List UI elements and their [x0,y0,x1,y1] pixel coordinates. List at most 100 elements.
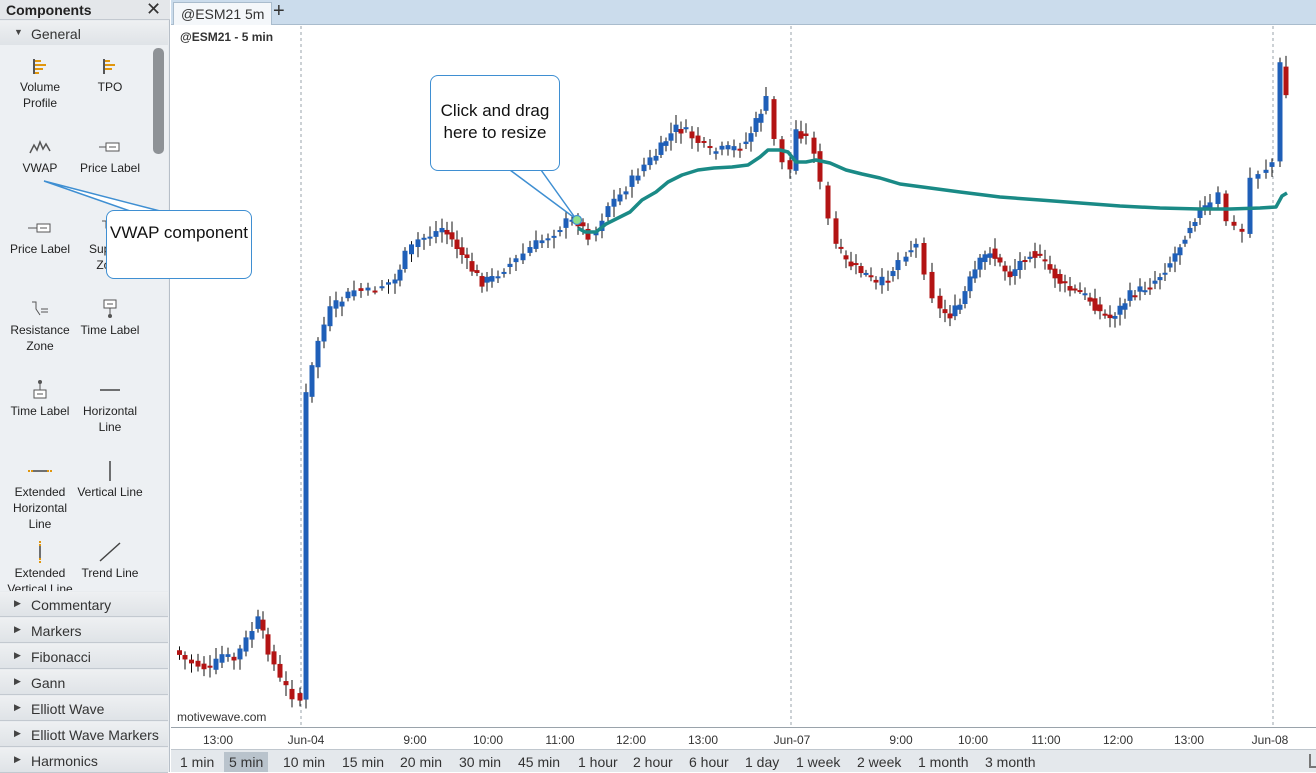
tool-time-label-up[interactable]: Time Label [5,377,75,419]
period-1-min[interactable]: 1 min [180,754,215,770]
tool-time-label[interactable]: Time Label [75,296,145,338]
candle [421,233,427,250]
vwap-icon [5,134,75,160]
period-1-week[interactable]: 1 week [796,754,841,770]
collapsed-triangle-icon: ▶ [14,676,21,686]
candle [265,627,271,662]
period-2-hour[interactable]: 2 hour [633,754,673,770]
candle [1117,297,1123,326]
x-tick-label: 12:00 [615,733,647,747]
candle [1077,282,1083,295]
tool-label: Price Label [9,242,71,256]
candle [409,241,414,263]
candle [879,268,885,294]
section-commentary[interactable]: ▶ Commentary [0,592,168,617]
candle [908,240,914,257]
candle [182,651,188,670]
tool-resistance-zone[interactable]: Resistance Zone [5,296,75,354]
close-icon[interactable]: ✕ [146,0,162,19]
tool-extended-vertical-line[interactable]: Extended Vertical Line [5,539,75,591]
candle [1162,263,1168,281]
tool-price-label[interactable]: Price Label [75,134,145,176]
tool-volume-profile[interactable]: Volume Profile [5,53,75,111]
candle [798,120,804,144]
section-label: Gann [31,675,66,691]
period-45-min[interactable]: 45 min [518,754,561,770]
candle [635,168,641,184]
candle [737,142,743,158]
period-2-week[interactable]: 2 week [857,754,902,770]
candle [641,157,647,177]
candle [1017,252,1023,279]
bar-size-bar: 1 min 5 min 10 min 15 min 20 min 30 min 45 min… [171,749,1316,772]
period-30-min[interactable]: 30 min [459,754,502,770]
add-tab-icon[interactable]: + [273,0,285,22]
chart-tab-bar: @ESM21 5m + [171,0,1316,25]
tool-price-label-left[interactable]: Price Label [5,215,75,257]
tool-label: Horizontal Line [82,404,138,434]
section-label: Harmonics [31,753,98,769]
period-1-month[interactable]: 1 month [918,754,969,770]
candle [967,271,973,299]
tool-horizontal-line[interactable]: Horizontal Line [75,377,145,435]
candle [402,247,408,273]
candle [563,210,569,239]
section-label: General [31,26,81,42]
period-15-min[interactable]: 15 min [342,754,385,770]
candle [1042,249,1048,270]
section-elliott-wave[interactable]: ▶ Elliott Wave [0,696,168,721]
period-10-min[interactable]: 10 min [283,754,326,770]
candle [743,132,749,150]
vwap-line[interactable] [577,148,1288,234]
candle [386,279,391,294]
period-1-hour[interactable]: 1 hour [578,754,618,770]
candle [817,143,823,190]
tools-scrollbar[interactable] [153,48,164,154]
candle [658,135,664,158]
tool-label: VWAP [22,161,58,175]
price-chart[interactable]: @ESM21 - 5 min motivewave.com [171,26,1316,748]
resistance-zone-icon [5,296,75,322]
period-5-min[interactable]: 5 min [224,752,269,772]
candlestick-chart[interactable] [171,26,1316,727]
candle [719,141,725,156]
tool-label: Extended Horizontal Line [12,485,68,531]
section-markers[interactable]: ▶ Markers [0,618,168,643]
time-axis[interactable]: 13:00 Jun-04 9:00 10:00 11:00 12:00 13:00 Jun-0… [171,727,1316,749]
candle [379,280,385,291]
candle [365,282,371,296]
section-elliott-wave-markers[interactable]: ▶ Elliott Wave Markers [0,722,168,747]
period-1-day[interactable]: 1 day [745,754,780,770]
candle [358,282,364,298]
tool-vwap[interactable]: VWAP [5,134,75,176]
candle [962,286,968,309]
chart-corner-icon[interactable] [1309,754,1316,768]
chart-interval: - 5 min [231,30,274,44]
candle [707,139,713,155]
x-tick-label: 10:00 [472,733,504,747]
section-general[interactable]: ▼ General [0,21,168,46]
candle [339,296,345,317]
candle [1112,312,1118,328]
tool-extended-horizontal-line[interactable]: Extended Horizontal Line [5,458,75,532]
tpo-icon [75,53,145,79]
x-tick-label: Jun-08 [1251,733,1289,747]
tool-tpo[interactable]: TPO [75,53,145,95]
candle [758,109,764,132]
candle [725,141,731,156]
candle [982,250,988,270]
period-6-hour[interactable]: 6 hour [689,754,729,770]
tool-vertical-line[interactable]: Vertical Line [75,458,145,500]
tab-esm21-5m[interactable]: @ESM21 5m [173,2,273,25]
period-3-month[interactable]: 3 month [985,754,1036,770]
section-gann[interactable]: ▶ Gann [0,670,168,695]
x-tick-label: 12:00 [1102,733,1134,747]
tool-trend-line[interactable]: Trend Line [75,539,145,581]
candle [569,214,575,226]
candle [1255,170,1261,189]
candle [260,611,266,639]
period-20-min[interactable]: 20 min [400,754,443,770]
candle [489,268,495,288]
section-harmonics[interactable]: ▶ Harmonics [0,748,168,773]
section-fibonacci[interactable]: ▶ Fibonacci [0,644,168,669]
